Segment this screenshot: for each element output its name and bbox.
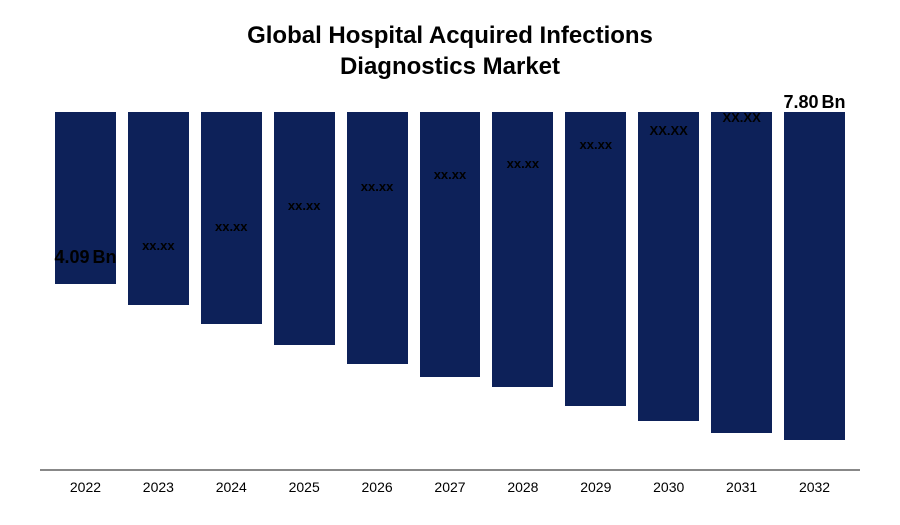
x-axis-label: 2023: [128, 479, 189, 495]
bar-value-label: xx.xx: [434, 167, 467, 186]
x-axis-label: 2024: [201, 479, 262, 495]
bar: [492, 112, 553, 387]
x-axis-label: 2025: [274, 479, 335, 495]
bar-group: xx.xx: [201, 112, 262, 469]
bars-wrapper: 4.09Bn xx.xx xx.xx xx.xx xx.xx xx.xx xx.xx xx.x…: [40, 112, 860, 469]
bar-value-label: XX.XX: [650, 123, 688, 142]
bar-value-label: xx.xx: [288, 198, 321, 217]
x-axis-label: 2028: [492, 479, 553, 495]
chart-area: 4.09Bn xx.xx xx.xx xx.xx xx.xx xx.xx xx.xx xx.x…: [40, 112, 860, 471]
bar-group: XX.XX: [711, 112, 772, 469]
bar-value-label: XX.XX: [722, 110, 760, 129]
x-axis-label: 2030: [638, 479, 699, 495]
bar: [274, 112, 335, 345]
bar: [565, 112, 626, 406]
bar-group: xx.xx: [565, 112, 626, 469]
bar-value-label: 7.80Bn: [784, 92, 846, 117]
chart-title: Global Hospital Acquired Infections Diag…: [40, 20, 860, 82]
x-axis: 2022 2023 2024 2025 2026 2027 2028 2029 2030 2031…: [40, 471, 860, 495]
chart-title-line1: Global Hospital Acquired Infections: [40, 20, 860, 51]
bar: [711, 112, 772, 433]
bar-group: 4.09Bn: [55, 112, 116, 469]
bar-value-label: xx.xx: [580, 137, 613, 156]
bar-value-label: xx.xx: [215, 219, 248, 238]
bar-value-label: xx.xx: [507, 156, 540, 175]
bar-value-label: xx.xx: [361, 179, 394, 198]
bar-value-label: 4.09Bn: [54, 247, 116, 272]
x-axis-label: 2029: [565, 479, 626, 495]
bar: [128, 112, 189, 305]
x-axis-label: 2026: [347, 479, 408, 495]
bar-group: xx.xx: [420, 112, 481, 469]
x-axis-label: 2032: [784, 479, 845, 495]
x-axis-label: 2031: [711, 479, 772, 495]
bar-group: xx.xx: [274, 112, 335, 469]
bar-group: xx.xx: [492, 112, 553, 469]
bar-group: xx.xx: [347, 112, 408, 469]
bar: [638, 112, 699, 420]
bar-group: xx.xx: [128, 112, 189, 469]
bar: [420, 112, 481, 376]
bar: [784, 112, 845, 439]
bar: [347, 112, 408, 364]
chart-container: Global Hospital Acquired Infections Diag…: [0, 0, 900, 525]
x-axis-label: 2027: [420, 479, 481, 495]
chart-title-line2: Diagnostics Market: [40, 51, 860, 82]
x-axis-label: 2022: [55, 479, 116, 495]
bar-group: 7.80Bn: [784, 112, 845, 469]
bar-group: XX.XX: [638, 112, 699, 469]
bar-value-label: xx.xx: [142, 238, 175, 257]
